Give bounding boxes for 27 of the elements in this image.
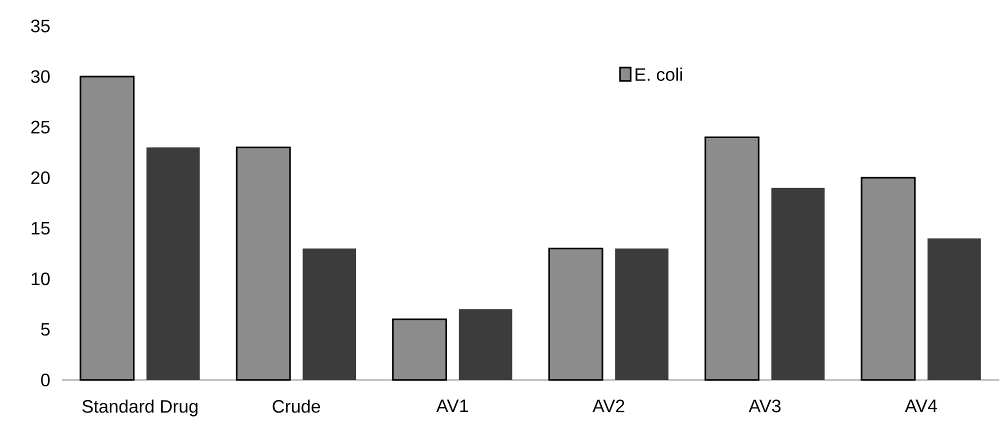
bar	[236, 146, 291, 381]
x-tick-label: Crude	[272, 400, 320, 413]
y-tick-label: 30	[31, 70, 50, 83]
y-tick-label: 0	[41, 374, 50, 386]
bar	[771, 188, 825, 380]
y-tick-label: 25	[31, 120, 50, 134]
bar	[392, 318, 448, 381]
bar	[615, 248, 668, 380]
bar	[704, 136, 760, 381]
bar	[80, 76, 135, 381]
y-tick-label: 15	[32, 222, 50, 235]
bar	[146, 147, 200, 380]
x-tick-label: Standard Drug	[82, 400, 198, 416]
bar	[928, 238, 981, 380]
y-tick-label: 35	[31, 20, 50, 32]
x-tick-label: AV2	[592, 400, 624, 412]
bar	[458, 309, 512, 380]
y-tick-label: 10	[32, 272, 50, 286]
x-tick-label: AV4	[904, 400, 938, 412]
x-tick-label: AV1	[436, 400, 468, 412]
bar	[302, 248, 356, 380]
y-tick-label: 5	[41, 323, 50, 336]
x-tick-label: AV3	[748, 400, 781, 412]
bar	[860, 176, 916, 381]
bar	[548, 248, 604, 381]
y-tick-label: 20	[31, 171, 50, 184]
legend-label: E. coli	[636, 68, 682, 81]
